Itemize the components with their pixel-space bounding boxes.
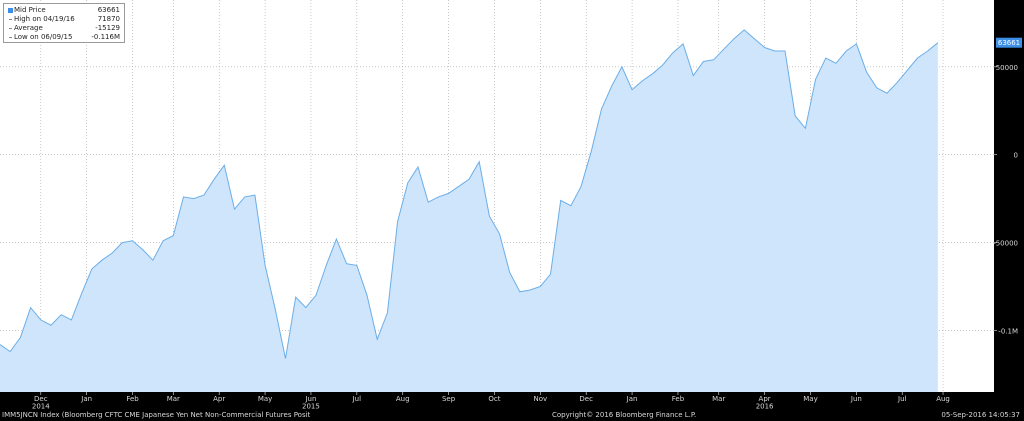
area-series [0, 29, 939, 393]
series-line [0, 29, 939, 359]
y-tick-label: 0 [1014, 152, 1018, 160]
footer-bar: IMM5JNCN Index (Bloomberg CFTC CME Japan… [0, 409, 1024, 421]
legend-marker [9, 19, 12, 20]
x-tick-label: Aug [396, 395, 410, 403]
legend-box: Mid Price 63661 High on 04/19/16 71870 A… [3, 3, 125, 43]
x-axis-panel [0, 392, 1024, 409]
y-axis: 50000 0 -50000 -0.1M [993, 64, 1018, 336]
legend-row-low: Low on 06/09/15 -0.116M [8, 33, 120, 42]
x-tick-label: Mar [167, 395, 180, 403]
x-tick-label: Oct [488, 395, 500, 403]
legend-marker [9, 37, 12, 38]
x-tick-label: Apr [213, 395, 225, 403]
legend-label: Average [14, 24, 43, 32]
x-year-label: 2015 [302, 403, 320, 411]
x-tick-label: May [803, 395, 817, 403]
footer-copyright: Copyright© 2016 Bloomberg Finance L.P. [552, 411, 697, 419]
x-tick-label: Jan [626, 395, 638, 403]
legend-value: 63661 [97, 6, 120, 14]
legend-label: Mid Price [14, 6, 46, 14]
y-tick-label: 50000 [996, 64, 1018, 72]
legend-marker [9, 28, 12, 29]
legend-row-mid-price: Mid Price 63661 [8, 6, 120, 15]
x-tick-label: Jun [304, 395, 316, 403]
legend-label: Low on 06/09/15 [14, 33, 73, 41]
mid-price-swatch [8, 8, 13, 13]
x-tick-label: Mar [712, 395, 725, 403]
x-tick-label: Jul [352, 395, 362, 403]
x-year-label: 2014 [32, 403, 50, 411]
y-tick-label: -0.1M [998, 327, 1018, 335]
last-price-tag-box [996, 37, 1022, 48]
last-price-tag: 63661 [996, 37, 1022, 48]
y-axis-panel [994, 0, 1024, 392]
x-year-label: 2016 [756, 403, 774, 411]
footer-index-description: IMM5JNCN Index (Bloomberg CFTC CME Japan… [2, 411, 311, 419]
y-tick-label: -50000 [993, 240, 1018, 248]
legend-value: -0.116M [91, 33, 120, 41]
last-price-tag-text: 63661 [998, 39, 1020, 47]
x-tick-label: Jul [897, 395, 907, 403]
x-tick-label: Feb [126, 395, 139, 403]
legend-row-average: Average -15129 [8, 24, 120, 33]
x-tick-label: Apr [759, 395, 771, 403]
legend-label: High on 04/19/16 [14, 15, 75, 23]
series-area-fill [0, 29, 938, 393]
x-tick-label: Nov [533, 395, 547, 403]
x-tick-label: Sep [442, 395, 456, 403]
x-tick-label: May [258, 395, 272, 403]
legend-value: -15129 [95, 24, 120, 32]
x-tick-label: Feb [672, 395, 685, 403]
footer-timestamp: 05-Sep-2016 14:05:37 [941, 411, 1020, 419]
x-tick-label: Dec [34, 395, 48, 403]
x-tick-label: Jun [850, 395, 862, 403]
x-tick-label: Dec [579, 395, 593, 403]
x-tick-label: Aug [936, 395, 950, 403]
x-tick-label: Jan [80, 395, 92, 403]
legend-value: 71870 [97, 15, 120, 23]
legend-row-high: High on 04/19/16 71870 [8, 15, 120, 24]
